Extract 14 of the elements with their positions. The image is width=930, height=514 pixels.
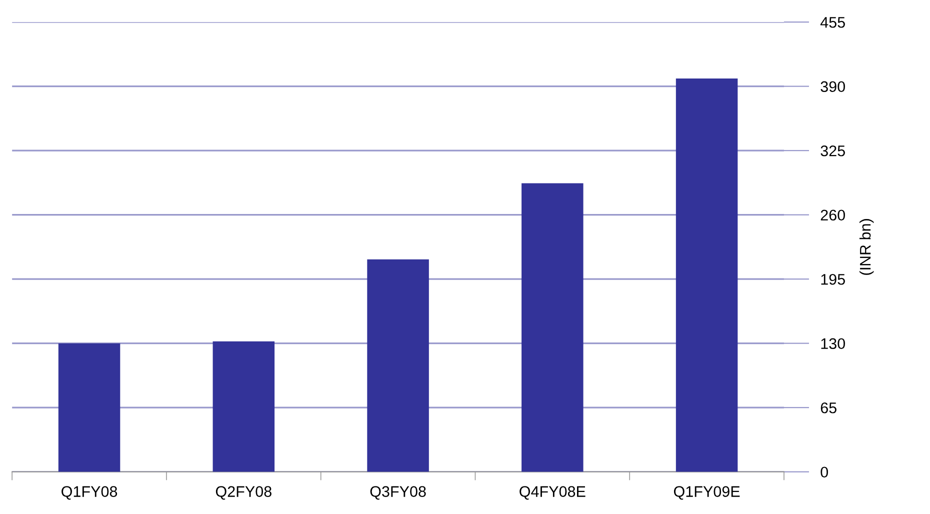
- x-tick-label: Q1FY08: [62, 486, 118, 500]
- x-tick-label: Q4FY08E: [520, 486, 586, 500]
- y-tick-label: 130: [821, 338, 845, 350]
- x-tick-label: Q2FY08: [216, 486, 272, 500]
- y-tick-label: 0: [820, 466, 828, 478]
- y-tick-label: 455: [820, 17, 845, 28]
- y-tick-label: 65: [820, 402, 836, 414]
- y-tick-label: 260: [820, 210, 845, 221]
- x-tick-label: Q3FY08: [370, 486, 426, 500]
- y-tick-label: 325: [820, 145, 845, 156]
- y-tick-label: 195: [821, 274, 845, 285]
- y-axis-title: (INR bn): [859, 219, 874, 275]
- x-tick-label: Q1FY09E: [674, 486, 740, 500]
- y-tick-label: 390: [820, 81, 845, 92]
